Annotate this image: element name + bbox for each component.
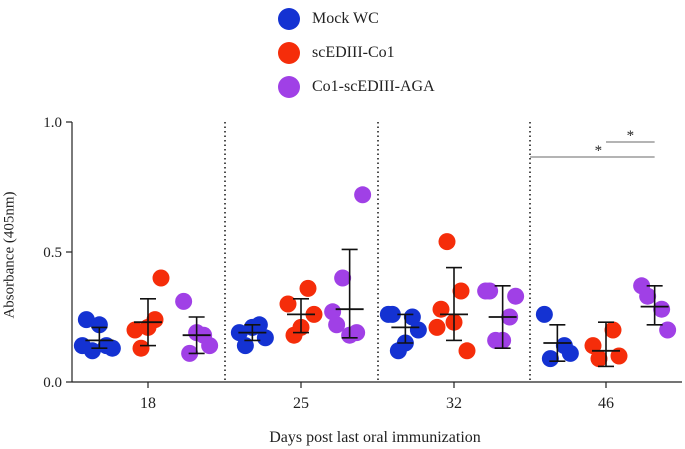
data-point — [97, 337, 115, 355]
legend-item-co1-scediii-aga: Co1-scEDIII-AGA — [278, 70, 435, 104]
x-tick-label: 18 — [140, 395, 156, 412]
data-point — [334, 269, 352, 287]
data-point — [409, 321, 427, 339]
data-point — [432, 300, 450, 318]
data-point — [403, 308, 421, 326]
data-point — [535, 305, 553, 323]
x-tick-label: 25 — [293, 395, 309, 412]
data-point — [379, 305, 397, 323]
data-point — [590, 350, 608, 368]
data-point — [584, 337, 602, 355]
y-tick-label: 0.5 — [43, 245, 62, 261]
data-point — [653, 300, 671, 318]
y-tick-label: 0.0 — [43, 375, 62, 391]
data-point — [604, 321, 622, 339]
legend-marker-mock-wc — [278, 8, 300, 30]
legend-item-scediii-co1: scEDIII-Co1 — [278, 36, 435, 70]
data-point — [175, 292, 193, 310]
data-point — [299, 279, 317, 297]
data-point — [236, 337, 254, 355]
data-point — [279, 295, 297, 313]
data-point — [73, 337, 91, 355]
data-point — [256, 329, 274, 347]
y-tick-label: 1.0 — [43, 115, 62, 131]
x-axis-label: Days post last oral immunization — [269, 429, 481, 446]
data-point — [639, 287, 657, 305]
data-point — [555, 337, 573, 355]
data-point — [324, 303, 342, 321]
legend-label-scediii-co1: scEDIII-Co1 — [312, 44, 395, 61]
data-point — [659, 321, 677, 339]
data-point — [458, 342, 476, 360]
chart-legend: Mock WC scEDIII-Co1 Co1-scEDIII-AGA — [278, 2, 435, 104]
data-point — [77, 311, 95, 329]
data-point — [152, 269, 170, 287]
data-point — [477, 282, 495, 300]
significance-label: * — [627, 128, 635, 144]
data-point — [541, 350, 559, 368]
significance-label: * — [595, 143, 603, 159]
data-point — [610, 347, 628, 365]
x-tick-label: 32 — [446, 395, 462, 412]
legend-marker-co1-scediii-aga — [278, 76, 300, 98]
data-point — [428, 318, 446, 336]
legend-label-mock-wc: Mock WC — [312, 10, 379, 27]
data-point — [126, 321, 144, 339]
data-point — [354, 186, 372, 204]
legend-label-co1-scediii-aga: Co1-scEDIII-AGA — [312, 78, 435, 95]
data-point — [438, 233, 456, 251]
data-point — [132, 339, 150, 357]
data-point — [452, 282, 470, 300]
x-tick-label: 46 — [598, 395, 614, 412]
data-point — [328, 316, 346, 334]
data-point — [507, 287, 525, 305]
data-point — [90, 316, 108, 334]
legend-item-mock-wc: Mock WC — [278, 2, 435, 36]
y-axis-label: Absorbance (405nm) — [1, 191, 18, 319]
legend-marker-scediii-co1 — [278, 42, 300, 64]
